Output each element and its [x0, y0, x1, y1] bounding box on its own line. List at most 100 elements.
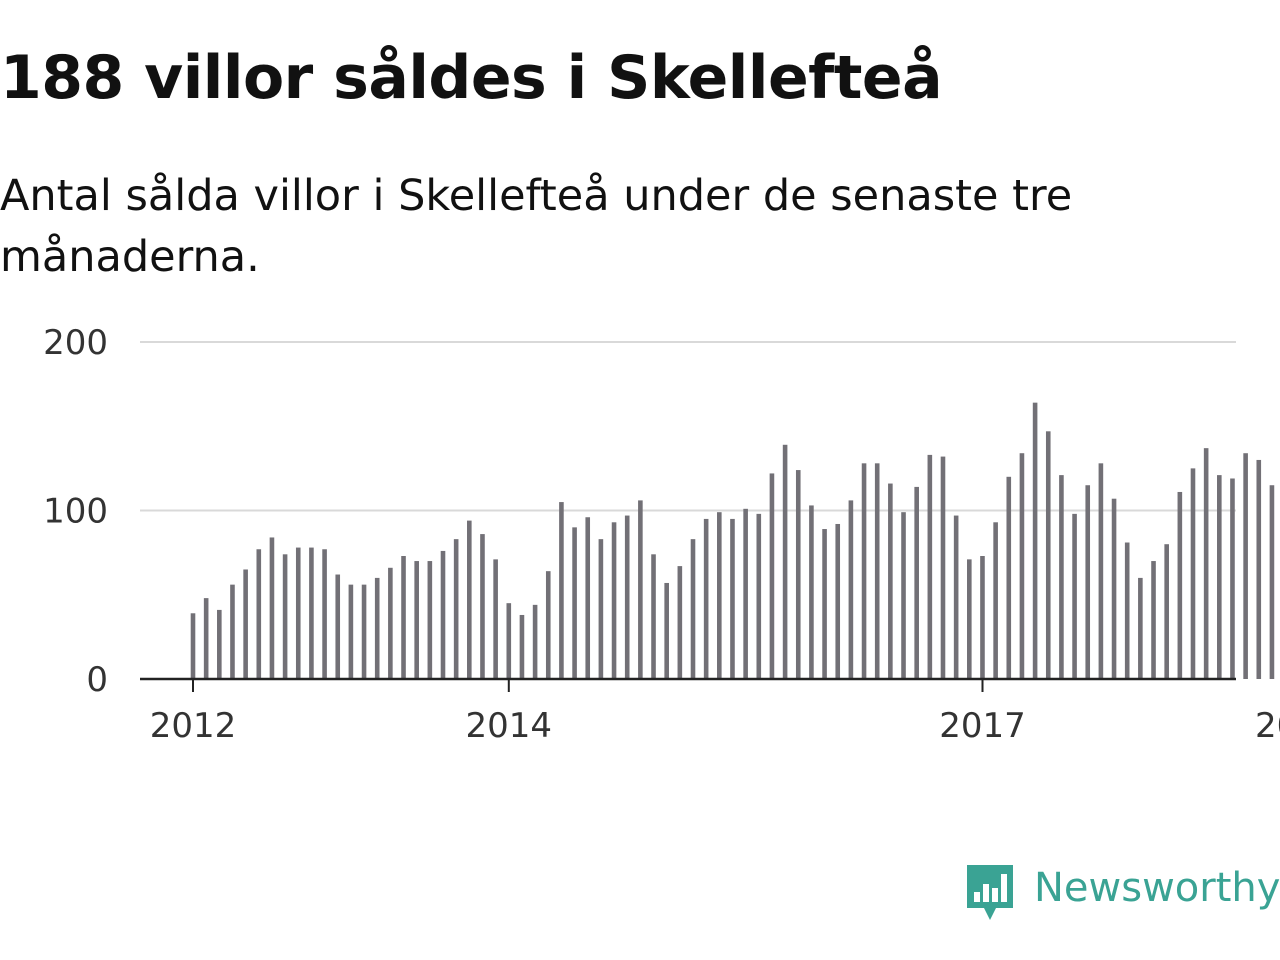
bar: [769, 473, 775, 679]
bar: [545, 571, 551, 679]
bar: [1072, 513, 1077, 679]
bar: [993, 522, 998, 679]
bar: [203, 598, 209, 679]
bar: [651, 554, 656, 679]
bar: [532, 604, 538, 679]
bar: [1032, 402, 1038, 679]
bar: [1230, 478, 1235, 679]
bar: [1045, 431, 1051, 679]
bar: [717, 512, 722, 679]
bar: [230, 584, 235, 679]
bar: [217, 609, 222, 679]
bar: [401, 556, 406, 679]
bar: [309, 547, 314, 679]
bar: [1190, 468, 1196, 680]
bar: [453, 539, 459, 679]
newsworthy-logo: Newsworthy: [964, 862, 1280, 924]
bar: [1019, 453, 1025, 679]
bar: [190, 613, 196, 679]
bar: [611, 522, 617, 679]
bar: [243, 569, 248, 679]
bar: [677, 566, 683, 679]
bar: [1243, 453, 1248, 679]
bar: [1138, 577, 1143, 679]
xtick-label-2017: 2017: [939, 706, 1026, 746]
bar: [730, 518, 735, 679]
bar: [927, 454, 933, 679]
bar: [427, 561, 433, 679]
bar: [795, 470, 801, 679]
bar: [1151, 561, 1156, 679]
bar: [1085, 485, 1091, 679]
bar: [361, 584, 367, 679]
bar: [822, 529, 827, 679]
bar: [835, 523, 841, 679]
bar: [585, 517, 591, 679]
bar: [322, 549, 327, 679]
bar: [1006, 476, 1012, 679]
chart-subtitle: Antal sålda villor i Skellefteå under de…: [0, 171, 1073, 282]
grid-layer: [140, 341, 1236, 512]
bar: [756, 513, 762, 679]
bar: [1269, 485, 1275, 679]
bar: [901, 512, 906, 679]
bar: [690, 539, 696, 679]
bar: [980, 556, 985, 679]
bar: [1111, 498, 1117, 679]
bar: [703, 518, 709, 679]
bar: [861, 463, 867, 679]
axis-layer: [140, 677, 1236, 692]
bar: [967, 559, 972, 679]
bar: [559, 502, 564, 679]
bar: [743, 508, 748, 679]
xtick-label-2019: 2019: [1255, 706, 1280, 746]
bar: [1098, 463, 1104, 679]
ytick-label-200: 200: [43, 323, 108, 363]
bar: [598, 539, 604, 679]
bar: [888, 483, 893, 679]
ytick-label-0: 0: [86, 660, 108, 700]
bar: [506, 603, 512, 679]
bar: [519, 614, 525, 679]
newsworthy-logo-text: Newsworthy: [1034, 865, 1280, 911]
bar: [388, 567, 393, 679]
bar: [1217, 475, 1222, 679]
bar: [1124, 542, 1130, 679]
bar: [914, 486, 919, 679]
ytick-label-100: 100: [43, 492, 108, 532]
bar: [638, 500, 643, 679]
bar: [269, 537, 275, 679]
bar: [467, 520, 472, 679]
bar: [282, 554, 288, 679]
bar: [493, 559, 498, 679]
bar: [1203, 448, 1209, 679]
bar: [295, 547, 301, 679]
bar: [1059, 475, 1064, 679]
bars-layer: [190, 402, 1275, 680]
bar: [348, 584, 354, 679]
xtick-label-2014: 2014: [466, 706, 553, 746]
bar: [1164, 544, 1169, 679]
bar: [335, 574, 341, 679]
bar: [440, 550, 446, 679]
bar: [782, 444, 788, 679]
bar: [624, 515, 630, 679]
chart-title: 188 villor såldes i Skellefteå: [0, 43, 943, 113]
bar: [374, 577, 380, 679]
bar: [1177, 491, 1183, 679]
bar: [256, 549, 262, 679]
bar: [953, 515, 959, 679]
bar: [414, 561, 419, 679]
xtick-label-2012: 2012: [150, 706, 237, 746]
label-layer: 0100200201220142017201920222024188: [43, 323, 1280, 746]
bar: [874, 463, 880, 679]
bar: [1256, 459, 1262, 679]
newsworthy-logo-icon: [967, 865, 1013, 920]
bar: [572, 527, 577, 679]
bar: [940, 456, 946, 679]
bar: [848, 500, 854, 679]
bar: [480, 534, 485, 679]
bar: [809, 505, 814, 679]
bar: [664, 582, 669, 679]
